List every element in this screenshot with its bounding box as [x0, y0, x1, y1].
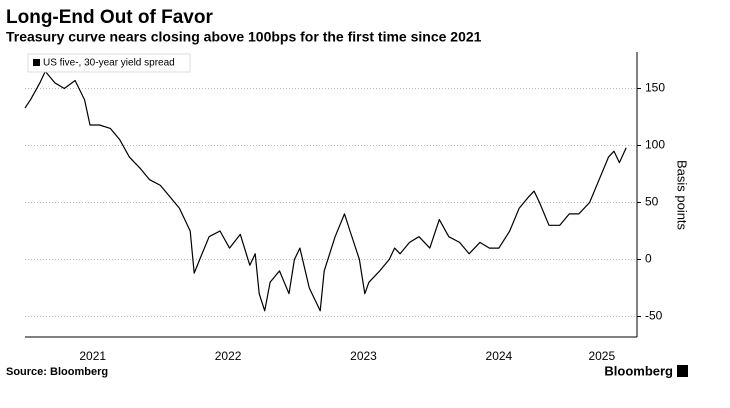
brand: Bloomberg	[604, 363, 673, 378]
y-tick-label: 150	[645, 81, 665, 95]
source: Source: Bloomberg	[6, 366, 108, 378]
y-tick-label: 50	[645, 195, 659, 209]
y-axis-title: Basis points	[675, 160, 690, 231]
x-tick-label: 2022	[215, 349, 242, 363]
x-tick-label: 2024	[486, 349, 513, 363]
x-tick-label: 2023	[350, 349, 377, 363]
y-tick-label: -50	[645, 309, 663, 323]
legend-label: US five-, 30-year yield spread	[43, 58, 175, 69]
line-series	[24, 70, 627, 312]
y-tick-label: 100	[645, 138, 665, 152]
x-tick-label: 2025	[588, 349, 615, 363]
x-tick-label: 2021	[79, 349, 106, 363]
y-tick-label: 0	[645, 252, 652, 266]
legend-swatch	[33, 59, 40, 66]
chart-subtitle: Treasury curve nears closing above 100bp…	[6, 29, 482, 45]
chart-title: Long-End Out of Favor	[6, 7, 213, 28]
brand-icon	[677, 365, 688, 377]
legend-box	[27, 53, 191, 73]
